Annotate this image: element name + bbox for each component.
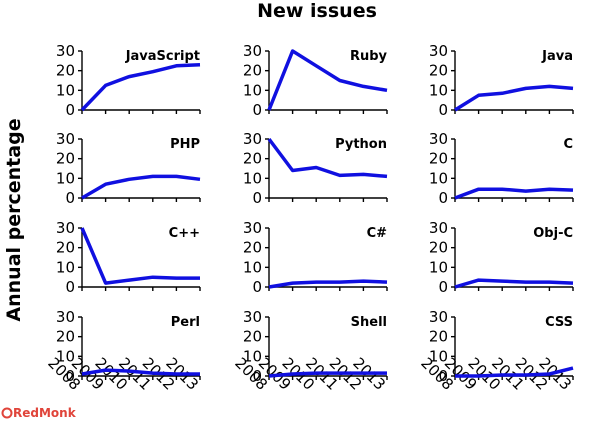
y-tick-label: 10 [429, 258, 448, 276]
redmonk-logo: RedMonk [1, 406, 77, 420]
panel-title: PHP [170, 137, 200, 152]
y-tick-label: 30 [56, 219, 75, 237]
y-tick-label: 0 [438, 189, 448, 207]
series-line-ruby [267, 49, 388, 111]
y-tick-label: 20 [56, 62, 75, 80]
y-tick-label: 20 [56, 150, 75, 168]
y-tick-label: 10 [56, 258, 75, 276]
y-tick-label: 10 [56, 347, 75, 365]
panel-title: C# [367, 226, 388, 241]
series-line-cpp [80, 227, 200, 285]
y-tick-label: 20 [429, 62, 448, 80]
chart-title: New issues [257, 0, 377, 22]
series-line-shell [268, 371, 387, 378]
y-tick-label: 0 [65, 101, 75, 119]
y-tick-label: 20 [56, 239, 75, 257]
y-tick-label: 0 [65, 189, 75, 207]
y-tick-label: 20 [429, 328, 448, 346]
panel-title: C [563, 137, 573, 152]
y-tick-label: 30 [429, 130, 448, 148]
series-line-java [454, 84, 574, 112]
y-tick-label: 30 [56, 130, 75, 148]
y-tick-label: 10 [56, 81, 75, 99]
series-line-csharp [268, 279, 388, 289]
series-line-obj-c [454, 278, 574, 289]
series-line-python [267, 137, 388, 179]
y-tick-label: 20 [243, 150, 262, 168]
redmonk-brand-text: RedMonk [13, 406, 77, 420]
y-tick-label: 10 [243, 169, 262, 187]
y-tick-label: 10 [429, 169, 448, 187]
y-tick-label: 10 [243, 258, 262, 276]
y-tick-label: 10 [56, 169, 75, 187]
y-tick-label: 0 [65, 278, 75, 296]
y-tick-label: 0 [252, 278, 262, 296]
y-tick-label: 20 [429, 150, 448, 168]
y-tick-label: 30 [429, 219, 448, 237]
y-tick-label: 10 [243, 347, 262, 365]
redmonk-logo-icon [1, 407, 13, 419]
y-tick-label: 0 [252, 101, 262, 119]
y-tick-label: 30 [56, 308, 75, 326]
y-tick-label: 0 [65, 367, 75, 385]
series-line-javascript [80, 63, 201, 112]
y-tick-label: 30 [243, 130, 262, 148]
y-tick-label: 0 [252, 367, 262, 385]
y-tick-label: 20 [243, 239, 262, 257]
y-tick-label: 30 [429, 42, 448, 60]
y-tick-label: 20 [243, 62, 262, 80]
panel-title: Obj-C [533, 226, 573, 241]
panel-title: Shell [351, 315, 387, 330]
y-tick-label: 30 [243, 42, 262, 60]
series-line-php [81, 174, 201, 200]
panel-title: Perl [171, 315, 200, 330]
y-tick-label: 0 [438, 367, 448, 385]
panel-title: Python [335, 137, 387, 152]
panel-title: C++ [169, 226, 200, 241]
panel-title: Java [541, 49, 573, 64]
series-line-css [455, 366, 574, 378]
y-tick-label: 20 [429, 239, 448, 257]
y-tick-label: 20 [243, 328, 262, 346]
series-line-c [454, 187, 574, 200]
y-tick-label: 10 [243, 81, 262, 99]
y-tick-label: 10 [429, 347, 448, 365]
y-tick-label: 30 [56, 42, 75, 60]
panel-title: JavaScript [125, 49, 200, 64]
y-tick-label: 30 [429, 308, 448, 326]
y-tick-label: 30 [243, 219, 262, 237]
panel-title: Ruby [350, 49, 388, 64]
y-tick-label: 10 [429, 81, 448, 99]
y-tick-label: 0 [438, 278, 448, 296]
y-axis-label: Annual percentage [3, 118, 25, 321]
y-tick-label: 20 [56, 328, 75, 346]
panel-title: CSS [545, 315, 573, 330]
y-tick-label: 0 [252, 189, 262, 207]
y-tick-label: 30 [243, 308, 262, 326]
series-line-perl [81, 368, 200, 376]
y-tick-label: 0 [438, 101, 448, 119]
